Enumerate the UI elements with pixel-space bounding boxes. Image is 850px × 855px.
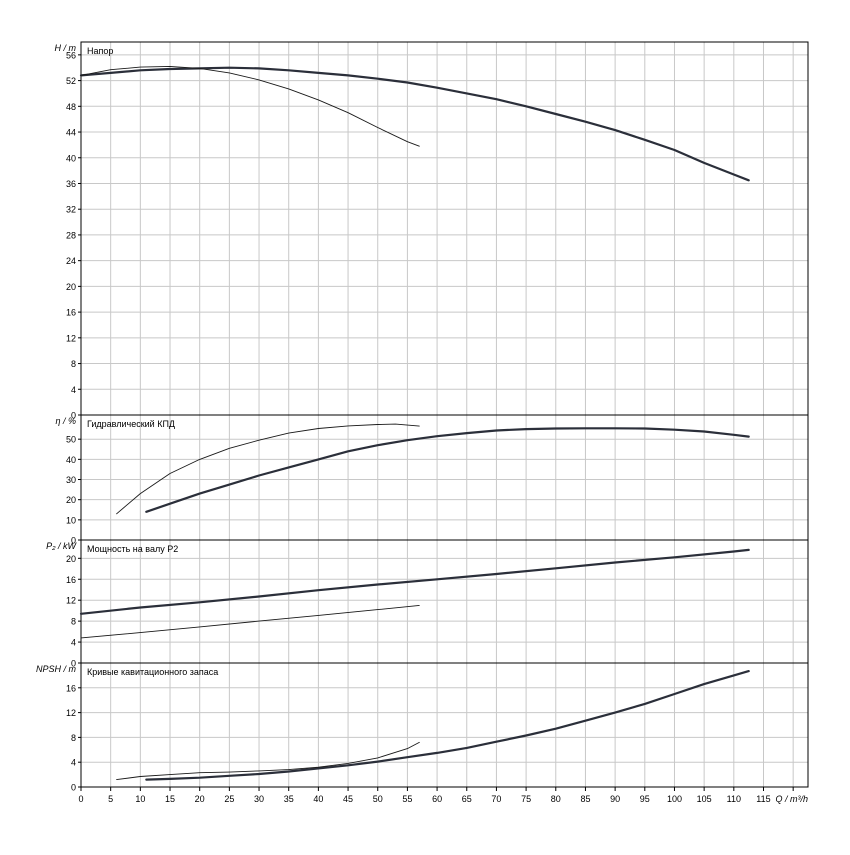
x-tick-label: 50 [373,794,383,804]
panel-frame [80,41,809,416]
y-tick-label: 30 [66,475,76,485]
series-line-power-thin [80,604,420,639]
y-tick-label: 16 [66,308,76,318]
panel-frame [80,414,809,541]
x-tick-label: 60 [432,794,442,804]
y-tick-label: 8 [71,617,76,627]
y-axis-label: η / % [55,416,76,426]
y-tick-label: 20 [66,495,76,505]
panel-npsh: 0 4 8 12 16 Кривые кавитационного запаса NPSH … [36,662,809,793]
y-tick-label: 12 [66,596,76,606]
y-tick-label: 4 [71,638,76,648]
x-axis: 0 5 10 15 20 25 30 35 40 45 50 55 60 65 70 75 80 85 90 95 10… [78,787,808,804]
y-axis-label: H / m [55,43,77,53]
y-tick-label: 20 [66,282,76,292]
x-tick-label: 65 [462,794,472,804]
x-tick-label: 45 [343,794,353,804]
panel-title: Гидравлический КПД [87,419,175,429]
y-tick-label: 48 [66,102,76,112]
series-line-npsh-thin [116,741,420,781]
y-tick-label: 0 [71,783,76,793]
y-tick-label: 28 [66,230,76,240]
x-tick-label: 10 [135,794,145,804]
x-tick-label: 55 [402,794,412,804]
x-tick-label: 95 [640,794,650,804]
y-tick-label: 0 [71,536,76,546]
y-tick-label: 12 [66,708,76,718]
x-tick-label: 0 [78,794,83,804]
series-line-power-thick [79,548,750,615]
y-tick-label: 8 [71,359,76,369]
y-tick-label: 44 [66,128,76,138]
x-tick-label: 85 [580,794,590,804]
y-tick-label: 56 [66,50,76,60]
series-line-eff-thin [116,423,420,515]
panel-power: 0 4 8 12 16 20 Мощность на валу P2 P₂ / kW [46,539,809,669]
y-tick-label: 4 [71,758,76,768]
x-tick-label: 35 [284,794,294,804]
y-tick-label: 4 [71,385,76,395]
series-line-head-thick [79,66,750,182]
y-tick-label: 40 [66,455,76,465]
y-tick-label: 20 [66,554,76,564]
y-tick-label: 24 [66,256,76,266]
y-tick-label: 52 [66,76,76,86]
y-tick-label: 10 [66,515,76,525]
x-tick-label: 105 [697,794,712,804]
panel-frame [80,662,809,788]
x-tick-label: 30 [254,794,264,804]
x-axis-label: Q / m³/h [775,794,808,804]
series-line-npsh-thick [145,670,750,781]
series-line-head-thin [80,65,420,147]
panel-title: Напор [87,46,113,56]
x-tick-label: 100 [667,794,682,804]
series-line-eff-thick [145,427,750,513]
x-tick-label: 15 [165,794,175,804]
y-tick-label: 0 [71,659,76,669]
y-tick-label: 36 [66,179,76,189]
x-tick-label: 40 [313,794,323,804]
x-tick-label: 5 [108,794,113,804]
y-tick-label: 0 [71,411,76,421]
y-tick-label: 16 [66,683,76,693]
y-tick-label: 32 [66,205,76,215]
y-axis-label: P₂ / kW [46,541,77,551]
x-tick-label: 75 [521,794,531,804]
x-tick-label: 110 [727,794,741,804]
x-tick-label: 25 [224,794,234,804]
panel-title: Кривые кавитационного запаса [87,667,218,677]
y-tick-label: 12 [66,333,76,343]
x-tick-label: 80 [551,794,561,804]
y-tick-label: 50 [66,435,76,445]
y-tick-label: 40 [66,153,76,163]
x-tick-label: 115 [756,794,770,804]
panel-title: Мощность на валу P2 [87,544,178,554]
x-tick-label: 20 [195,794,205,804]
x-tick-label: 90 [610,794,620,804]
y-tick-label: 16 [66,575,76,585]
panel-efficiency: 0 10 20 30 40 50 Гидравлический КПД η / % [55,414,809,546]
y-axis-label: NPSH / m [36,664,77,674]
x-tick-label: 70 [491,794,501,804]
y-tick-label: 8 [71,733,76,743]
